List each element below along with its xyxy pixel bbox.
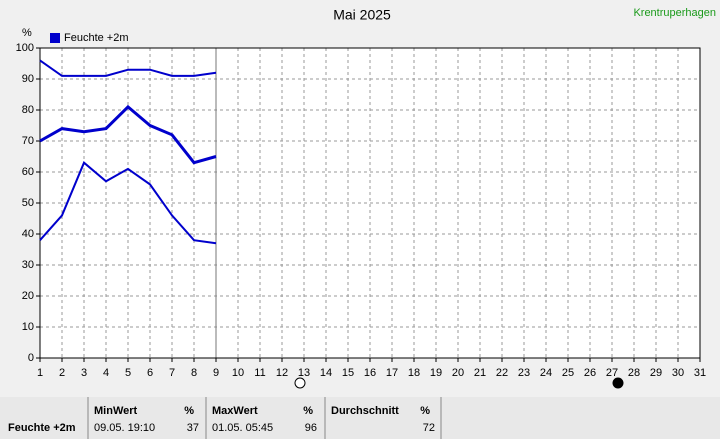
x-tick-label: 13: [298, 367, 310, 379]
x-tick-label: 7: [169, 367, 175, 379]
x-tick-label: 21: [474, 367, 486, 379]
moon-new: [612, 377, 624, 389]
summary-time: 09.05. 19:10: [94, 422, 155, 434]
x-tick-label: 17: [386, 367, 398, 379]
summary-header: MaxWert: [212, 405, 258, 417]
y-tick-label: 60: [22, 166, 34, 178]
x-tick-label: 12: [276, 367, 288, 379]
x-tick-label: 31: [694, 367, 706, 379]
x-tick-label: 8: [191, 367, 197, 379]
legend-label: Feuchte +2m: [64, 32, 129, 44]
legend-swatch: [50, 33, 60, 43]
summary-unit: %: [184, 405, 194, 417]
plot-frame: [39, 47, 701, 359]
chart-title: Mai 2025: [333, 7, 391, 23]
x-tick-label: 14: [320, 367, 332, 379]
y-tick-label: 100: [16, 42, 34, 54]
summary-value: 37: [187, 422, 199, 434]
x-tick-label: 27: [606, 367, 618, 379]
x-tick-label: 28: [628, 367, 640, 379]
x-tick-label: 30: [672, 367, 684, 379]
y-tick-label: 30: [22, 259, 34, 271]
x-tick-label: 19: [430, 367, 442, 379]
y-tick-label: 70: [22, 135, 34, 147]
y-tick-label: 80: [22, 104, 34, 116]
x-tick-label: 9: [213, 367, 219, 379]
summary-header: MinWert: [94, 405, 138, 417]
data-line: [39, 59, 217, 77]
x-tick-label: 25: [562, 367, 574, 379]
x-tick-label: 15: [342, 367, 354, 379]
x-tick-label: 6: [147, 367, 153, 379]
x-tick-label: 11: [254, 367, 265, 379]
x-tick-label: 20: [452, 367, 464, 379]
y-axis-label: %: [22, 27, 32, 39]
x-tick-label: 1: [37, 367, 43, 379]
y-tick-label: 0: [28, 352, 34, 364]
summary-time: 01.05. 05:45: [212, 422, 273, 434]
summary-unit: %: [420, 405, 430, 417]
summary-header: Durchschnitt: [331, 405, 399, 417]
data-line: [39, 161, 217, 245]
x-tick-label: 29: [650, 367, 662, 379]
summary-panel: [0, 397, 720, 439]
station-name: Krentruperhagen: [633, 7, 716, 19]
y-tick-label: 50: [22, 197, 34, 209]
y-tick-label: 10: [22, 321, 34, 333]
x-tick-label: 24: [540, 367, 552, 379]
summary-unit: %: [303, 405, 313, 417]
y-tick-label: 40: [22, 228, 34, 240]
x-tick-label: 3: [81, 367, 87, 379]
data-line: [39, 104, 217, 165]
x-tick-label: 22: [496, 367, 508, 379]
x-tick-label: 26: [584, 367, 596, 379]
x-tick-label: 5: [125, 367, 131, 379]
x-tick-label: 2: [59, 367, 65, 379]
summary-value: 96: [305, 422, 317, 434]
summary-label: Feuchte +2m: [8, 422, 76, 434]
x-tick-label: 10: [232, 367, 244, 379]
y-tick-label: 90: [22, 73, 34, 85]
moon-full: [294, 377, 306, 389]
summary-value: 72: [423, 422, 435, 434]
x-tick-label: 23: [518, 367, 530, 379]
x-tick-label: 4: [103, 367, 109, 379]
x-tick-label: 18: [408, 367, 420, 379]
x-tick-label: 16: [364, 367, 376, 379]
y-tick-label: 20: [22, 290, 34, 302]
